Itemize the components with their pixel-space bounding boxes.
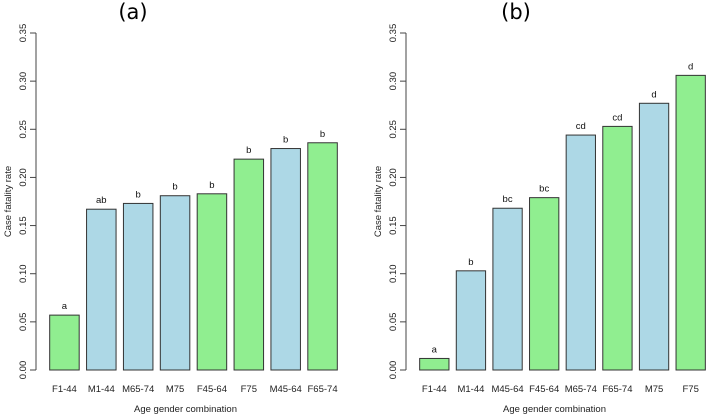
x-tick-label-b: F1-44 bbox=[422, 384, 447, 395]
bar-b-M45-64 bbox=[492, 207, 523, 371]
bar-letter-a: b bbox=[172, 182, 177, 193]
bar-a-M45-64 bbox=[270, 148, 301, 371]
panel-title-a: (a) bbox=[118, 0, 147, 24]
bar-letter-b: cd bbox=[576, 121, 586, 132]
x-tick-label-b: F45-64 bbox=[529, 384, 559, 395]
bar-b-F65-74 bbox=[602, 125, 633, 371]
x-tick-label-a: F45-64 bbox=[197, 384, 227, 395]
y-tick-label-b: 0.35 bbox=[388, 24, 399, 43]
bar-a-M65-74 bbox=[122, 202, 154, 371]
y-tick-label-a: 0.30 bbox=[18, 72, 29, 91]
y-tick-label-a: 0.10 bbox=[18, 264, 29, 283]
bar-letter-a: b bbox=[209, 180, 214, 191]
bar-letter-a: b bbox=[246, 145, 251, 156]
panel-title-b: (b) bbox=[501, 0, 531, 24]
y-tick-label-b: 0.00 bbox=[388, 361, 399, 380]
bar-letter-b: a bbox=[432, 344, 438, 355]
bar-letter-b: cd bbox=[612, 112, 622, 123]
bar-letter-b: bc bbox=[503, 194, 513, 205]
x-tick-label-a: F75 bbox=[241, 384, 257, 395]
y-tick-label-a: 0.25 bbox=[18, 120, 29, 139]
y-axis-title-b: Case fatality rate bbox=[373, 166, 384, 237]
bar-a-F45-64 bbox=[196, 193, 228, 371]
bar-b-F75 bbox=[675, 74, 706, 371]
bar-a-M75 bbox=[159, 195, 191, 371]
x-axis-title-a: Age gender combination bbox=[134, 404, 237, 415]
x-tick-label-b: F65-74 bbox=[602, 384, 632, 395]
bar-letter-a: ab bbox=[96, 195, 107, 206]
x-tick-label-b: M45-64 bbox=[491, 384, 523, 395]
bar-letter-b: d bbox=[651, 89, 656, 100]
bar-a-F1-44 bbox=[49, 314, 80, 371]
bar-letter-b: bc bbox=[539, 184, 549, 195]
x-tick-label-a: F1-44 bbox=[52, 384, 77, 395]
y-axis-title-a: Case fatality rate bbox=[3, 166, 14, 237]
y-tick-label-a: 0.35 bbox=[18, 24, 29, 43]
y-tick-label-a: 0.20 bbox=[18, 168, 29, 187]
y-tick-label-a: 0.00 bbox=[18, 361, 29, 380]
x-tick-label-a: M1-44 bbox=[88, 384, 115, 395]
bar-letter-b: b bbox=[468, 257, 473, 268]
bar-b-F1-44 bbox=[419, 357, 450, 371]
bar-a-F65-74 bbox=[307, 142, 338, 371]
bar-a-F75 bbox=[233, 158, 265, 371]
x-tick-label-b: M75 bbox=[645, 384, 663, 395]
y-tick-label-a: 0.05 bbox=[18, 313, 29, 332]
x-axis-title-b: Age gender combination bbox=[503, 404, 606, 415]
bar-a-M1-44 bbox=[86, 208, 117, 371]
bar-letter-b: d bbox=[688, 61, 693, 72]
y-tick-label-b: 0.10 bbox=[388, 264, 399, 283]
x-tick-label-b: M65-74 bbox=[565, 384, 597, 395]
bar-b-M65-74 bbox=[565, 134, 596, 371]
bar-b-F45-64 bbox=[529, 197, 560, 371]
bar-b-M75 bbox=[638, 102, 670, 371]
x-tick-label-a: M45-64 bbox=[270, 384, 302, 395]
x-tick-label-b: M1-44 bbox=[457, 384, 484, 395]
y-tick-label-b: 0.30 bbox=[388, 72, 399, 91]
y-tick-label-b: 0.05 bbox=[388, 313, 399, 332]
bar-letter-a: b bbox=[320, 129, 325, 140]
y-tick-label-b: 0.25 bbox=[388, 120, 399, 139]
y-tick-label-b: 0.15 bbox=[388, 216, 399, 235]
x-tick-label-a: F65-74 bbox=[308, 384, 338, 395]
x-tick-label-a: M75 bbox=[166, 384, 184, 395]
x-tick-label-a: M65-74 bbox=[122, 384, 154, 395]
bar-b-M1-44 bbox=[455, 270, 487, 371]
bar-letter-a: b bbox=[283, 135, 288, 146]
y-tick-label-b: 0.20 bbox=[388, 168, 399, 187]
bar-letter-a: b bbox=[136, 189, 141, 200]
bar-letter-a: a bbox=[62, 301, 68, 312]
x-tick-label-b: F75 bbox=[683, 384, 699, 395]
y-tick-label-a: 0.15 bbox=[18, 216, 29, 235]
